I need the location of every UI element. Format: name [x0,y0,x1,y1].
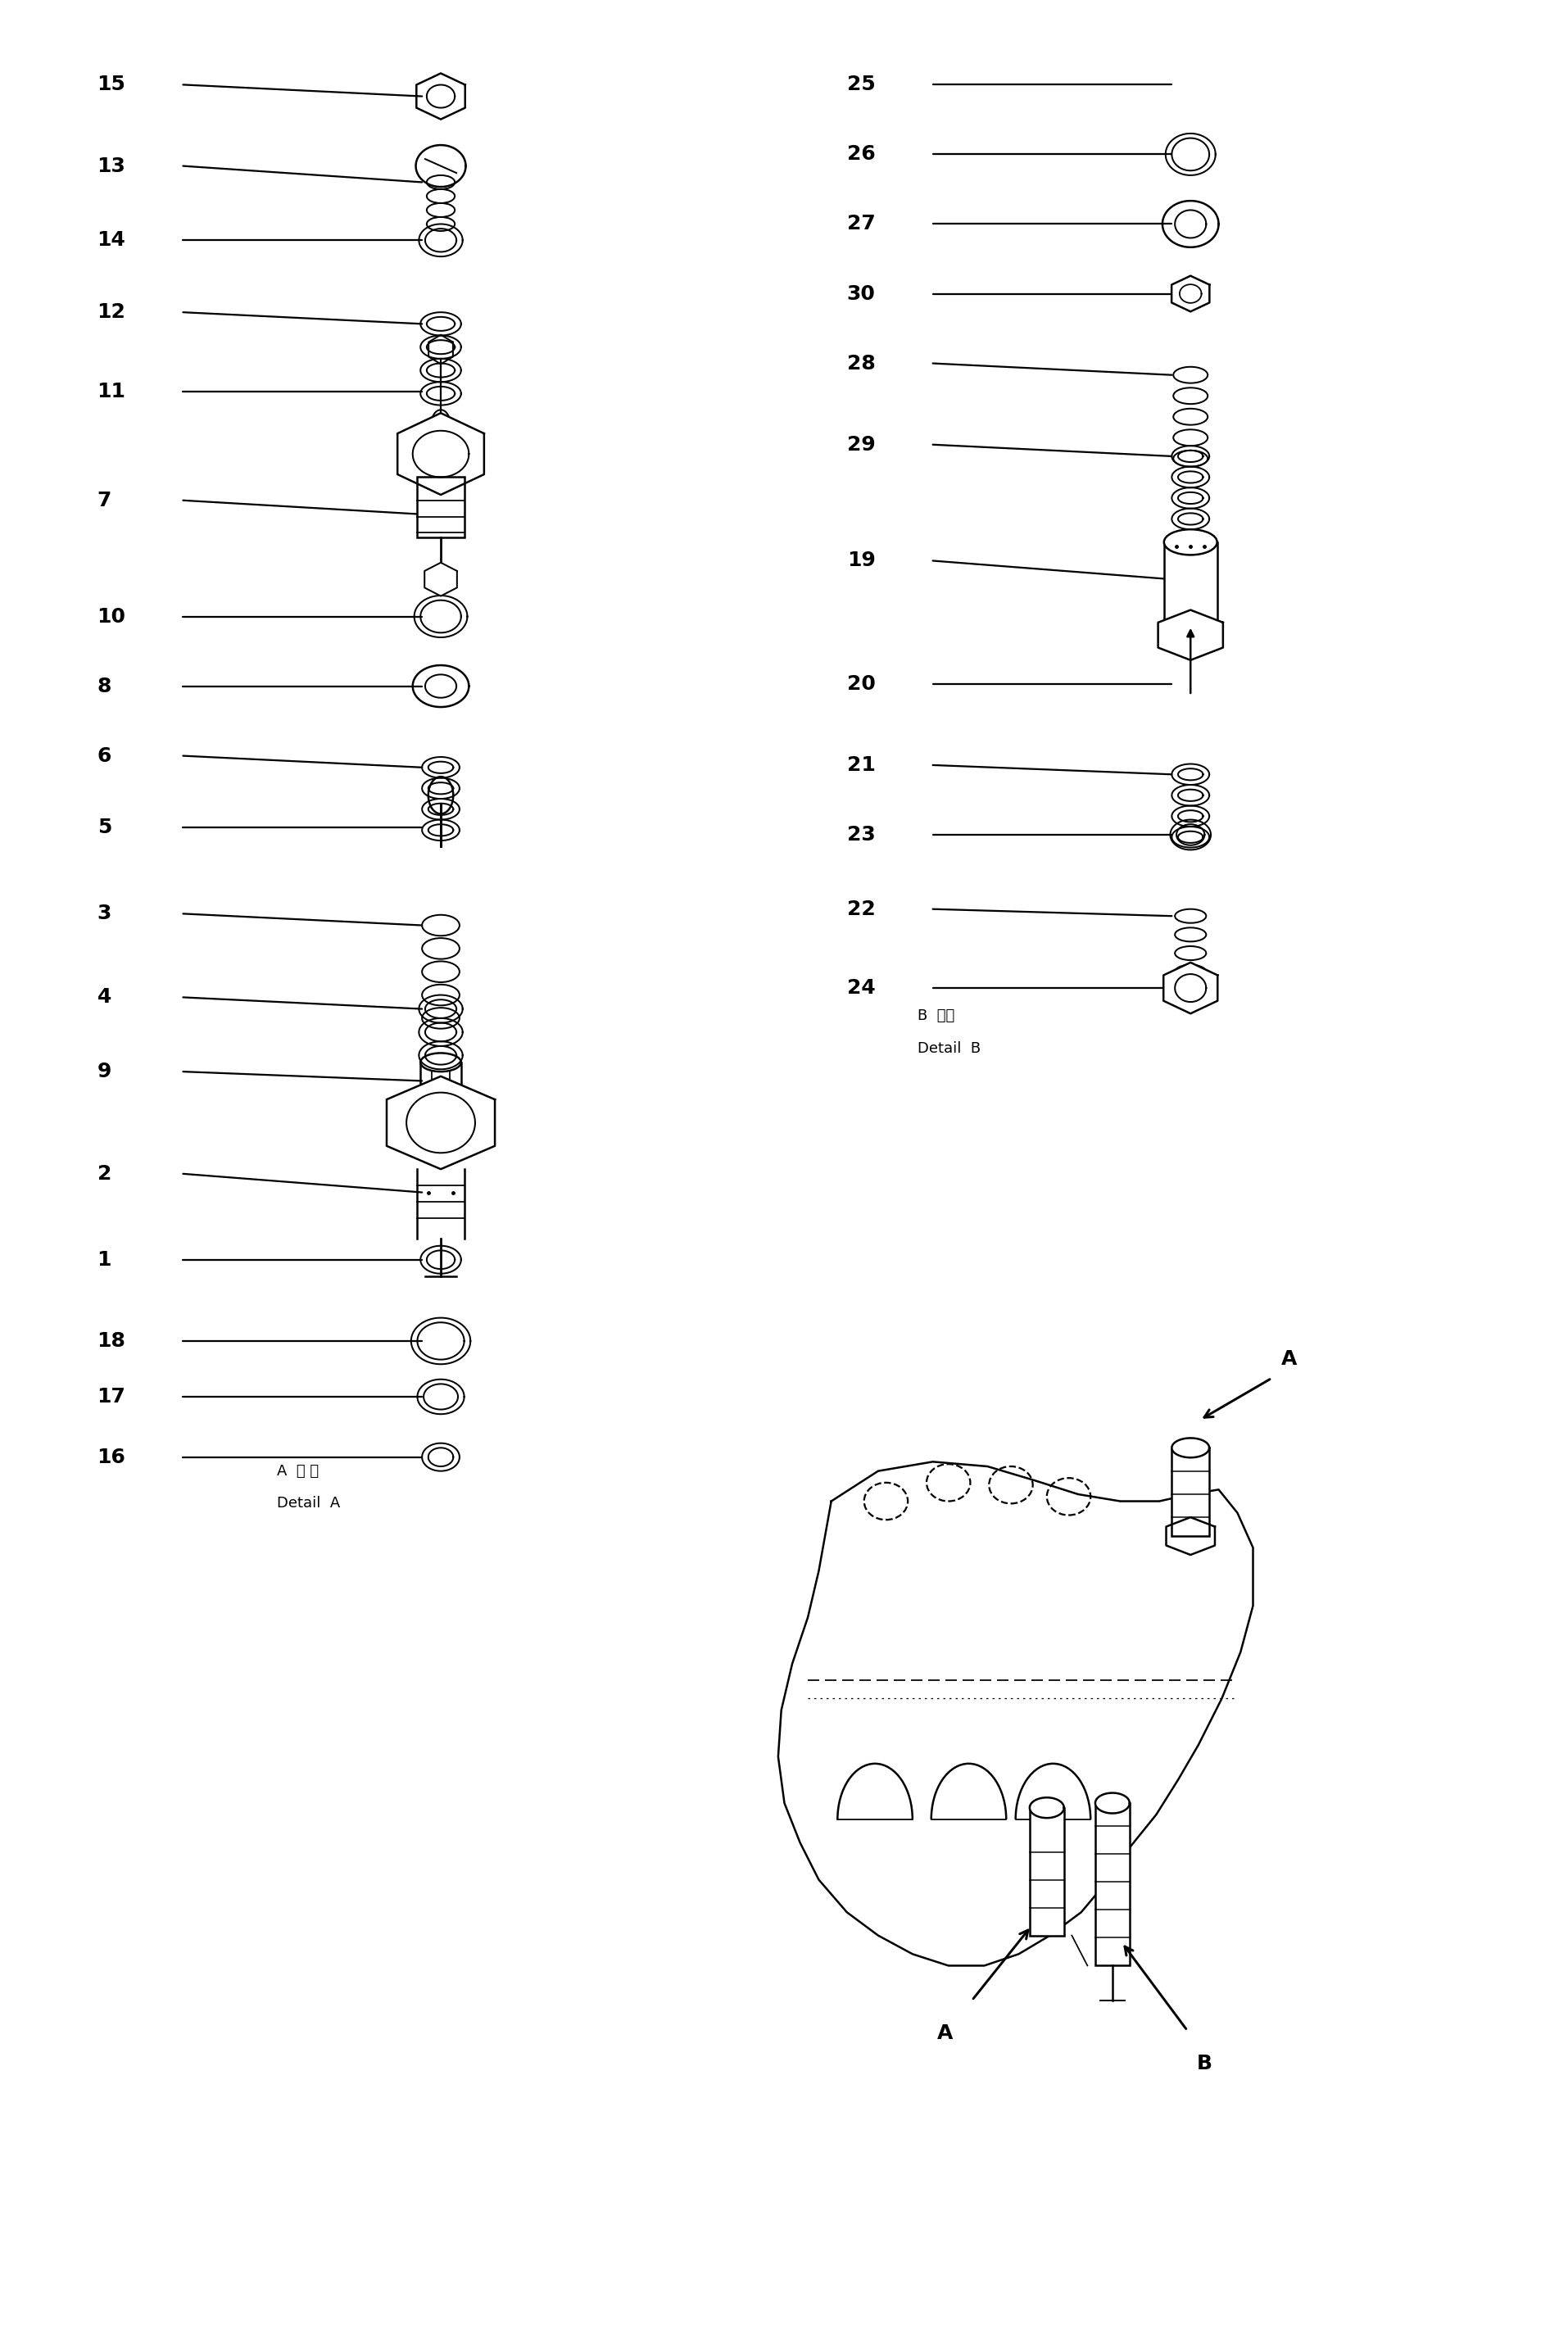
Polygon shape [1171,1437,1209,1458]
Polygon shape [778,1463,1253,1966]
Text: 21: 21 [847,755,875,776]
Text: 25: 25 [847,75,875,95]
Text: A  詳 細: A 詳 細 [276,1463,318,1479]
Text: B: B [1196,2054,1212,2073]
Text: Detail  B: Detail B [917,1041,980,1055]
Text: 15: 15 [97,75,125,95]
Bar [420,1062,461,1099]
Text: 13: 13 [97,156,125,175]
Polygon shape [1163,962,1217,1013]
Text: 22: 22 [847,899,875,920]
Text: 7: 7 [97,491,111,510]
Text: 18: 18 [97,1332,125,1351]
Bar [417,477,464,538]
Text: 30: 30 [847,284,875,303]
Text: 1: 1 [97,1251,111,1269]
Polygon shape [1171,275,1209,312]
Text: 26: 26 [847,144,875,163]
Polygon shape [1157,610,1223,659]
Text: 17: 17 [97,1386,125,1407]
Text: 16: 16 [97,1446,125,1467]
Text: 27: 27 [847,214,875,233]
Text: 23: 23 [847,824,875,845]
Text: 19: 19 [847,552,875,571]
Text: 10: 10 [97,606,125,627]
Polygon shape [397,412,485,494]
Ellipse shape [1163,529,1217,554]
Text: 3: 3 [97,904,111,925]
Text: 2: 2 [97,1164,111,1183]
Text: 8: 8 [97,675,111,696]
Polygon shape [1029,1798,1063,1819]
Polygon shape [425,564,456,596]
Text: B  詳細: B 詳細 [917,1008,953,1022]
Polygon shape [1165,1516,1214,1556]
Bar [1163,543,1217,636]
Text: 6: 6 [97,745,111,766]
Text: 24: 24 [847,978,875,997]
Text: A: A [1281,1348,1297,1369]
Bar [1094,1803,1129,1966]
Text: 20: 20 [847,673,875,694]
Text: 14: 14 [97,231,125,249]
Text: 11: 11 [97,382,125,401]
Bar [1171,1449,1209,1537]
Text: 4: 4 [97,987,111,1006]
Text: 28: 28 [847,354,875,373]
Bar [1029,1807,1063,1935]
Polygon shape [1094,1793,1129,1814]
Text: A: A [936,2024,953,2043]
Ellipse shape [420,1053,461,1071]
Text: Detail  A: Detail A [276,1495,340,1512]
Polygon shape [386,1076,494,1169]
Text: 12: 12 [97,303,125,321]
Text: 29: 29 [847,436,875,454]
Text: 5: 5 [97,817,111,838]
Text: 9: 9 [97,1062,111,1081]
